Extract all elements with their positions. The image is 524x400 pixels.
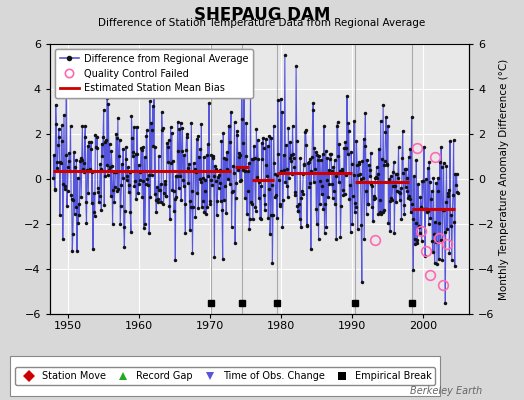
Legend: Difference from Regional Average, Quality Control Failed, Estimated Station Mean: Difference from Regional Average, Qualit… [54,49,253,98]
Text: Berkeley Earth: Berkeley Earth [410,386,482,396]
Text: Difference of Station Temperature Data from Regional Average: Difference of Station Temperature Data f… [99,18,425,28]
Legend: Station Move, Record Gap, Time of Obs. Change, Empirical Break: Station Move, Record Gap, Time of Obs. C… [15,367,435,385]
FancyBboxPatch shape [10,356,440,396]
Text: SHEPAUG DAM: SHEPAUG DAM [194,6,330,24]
Y-axis label: Monthly Temperature Anomaly Difference (°C): Monthly Temperature Anomaly Difference (… [499,58,509,300]
